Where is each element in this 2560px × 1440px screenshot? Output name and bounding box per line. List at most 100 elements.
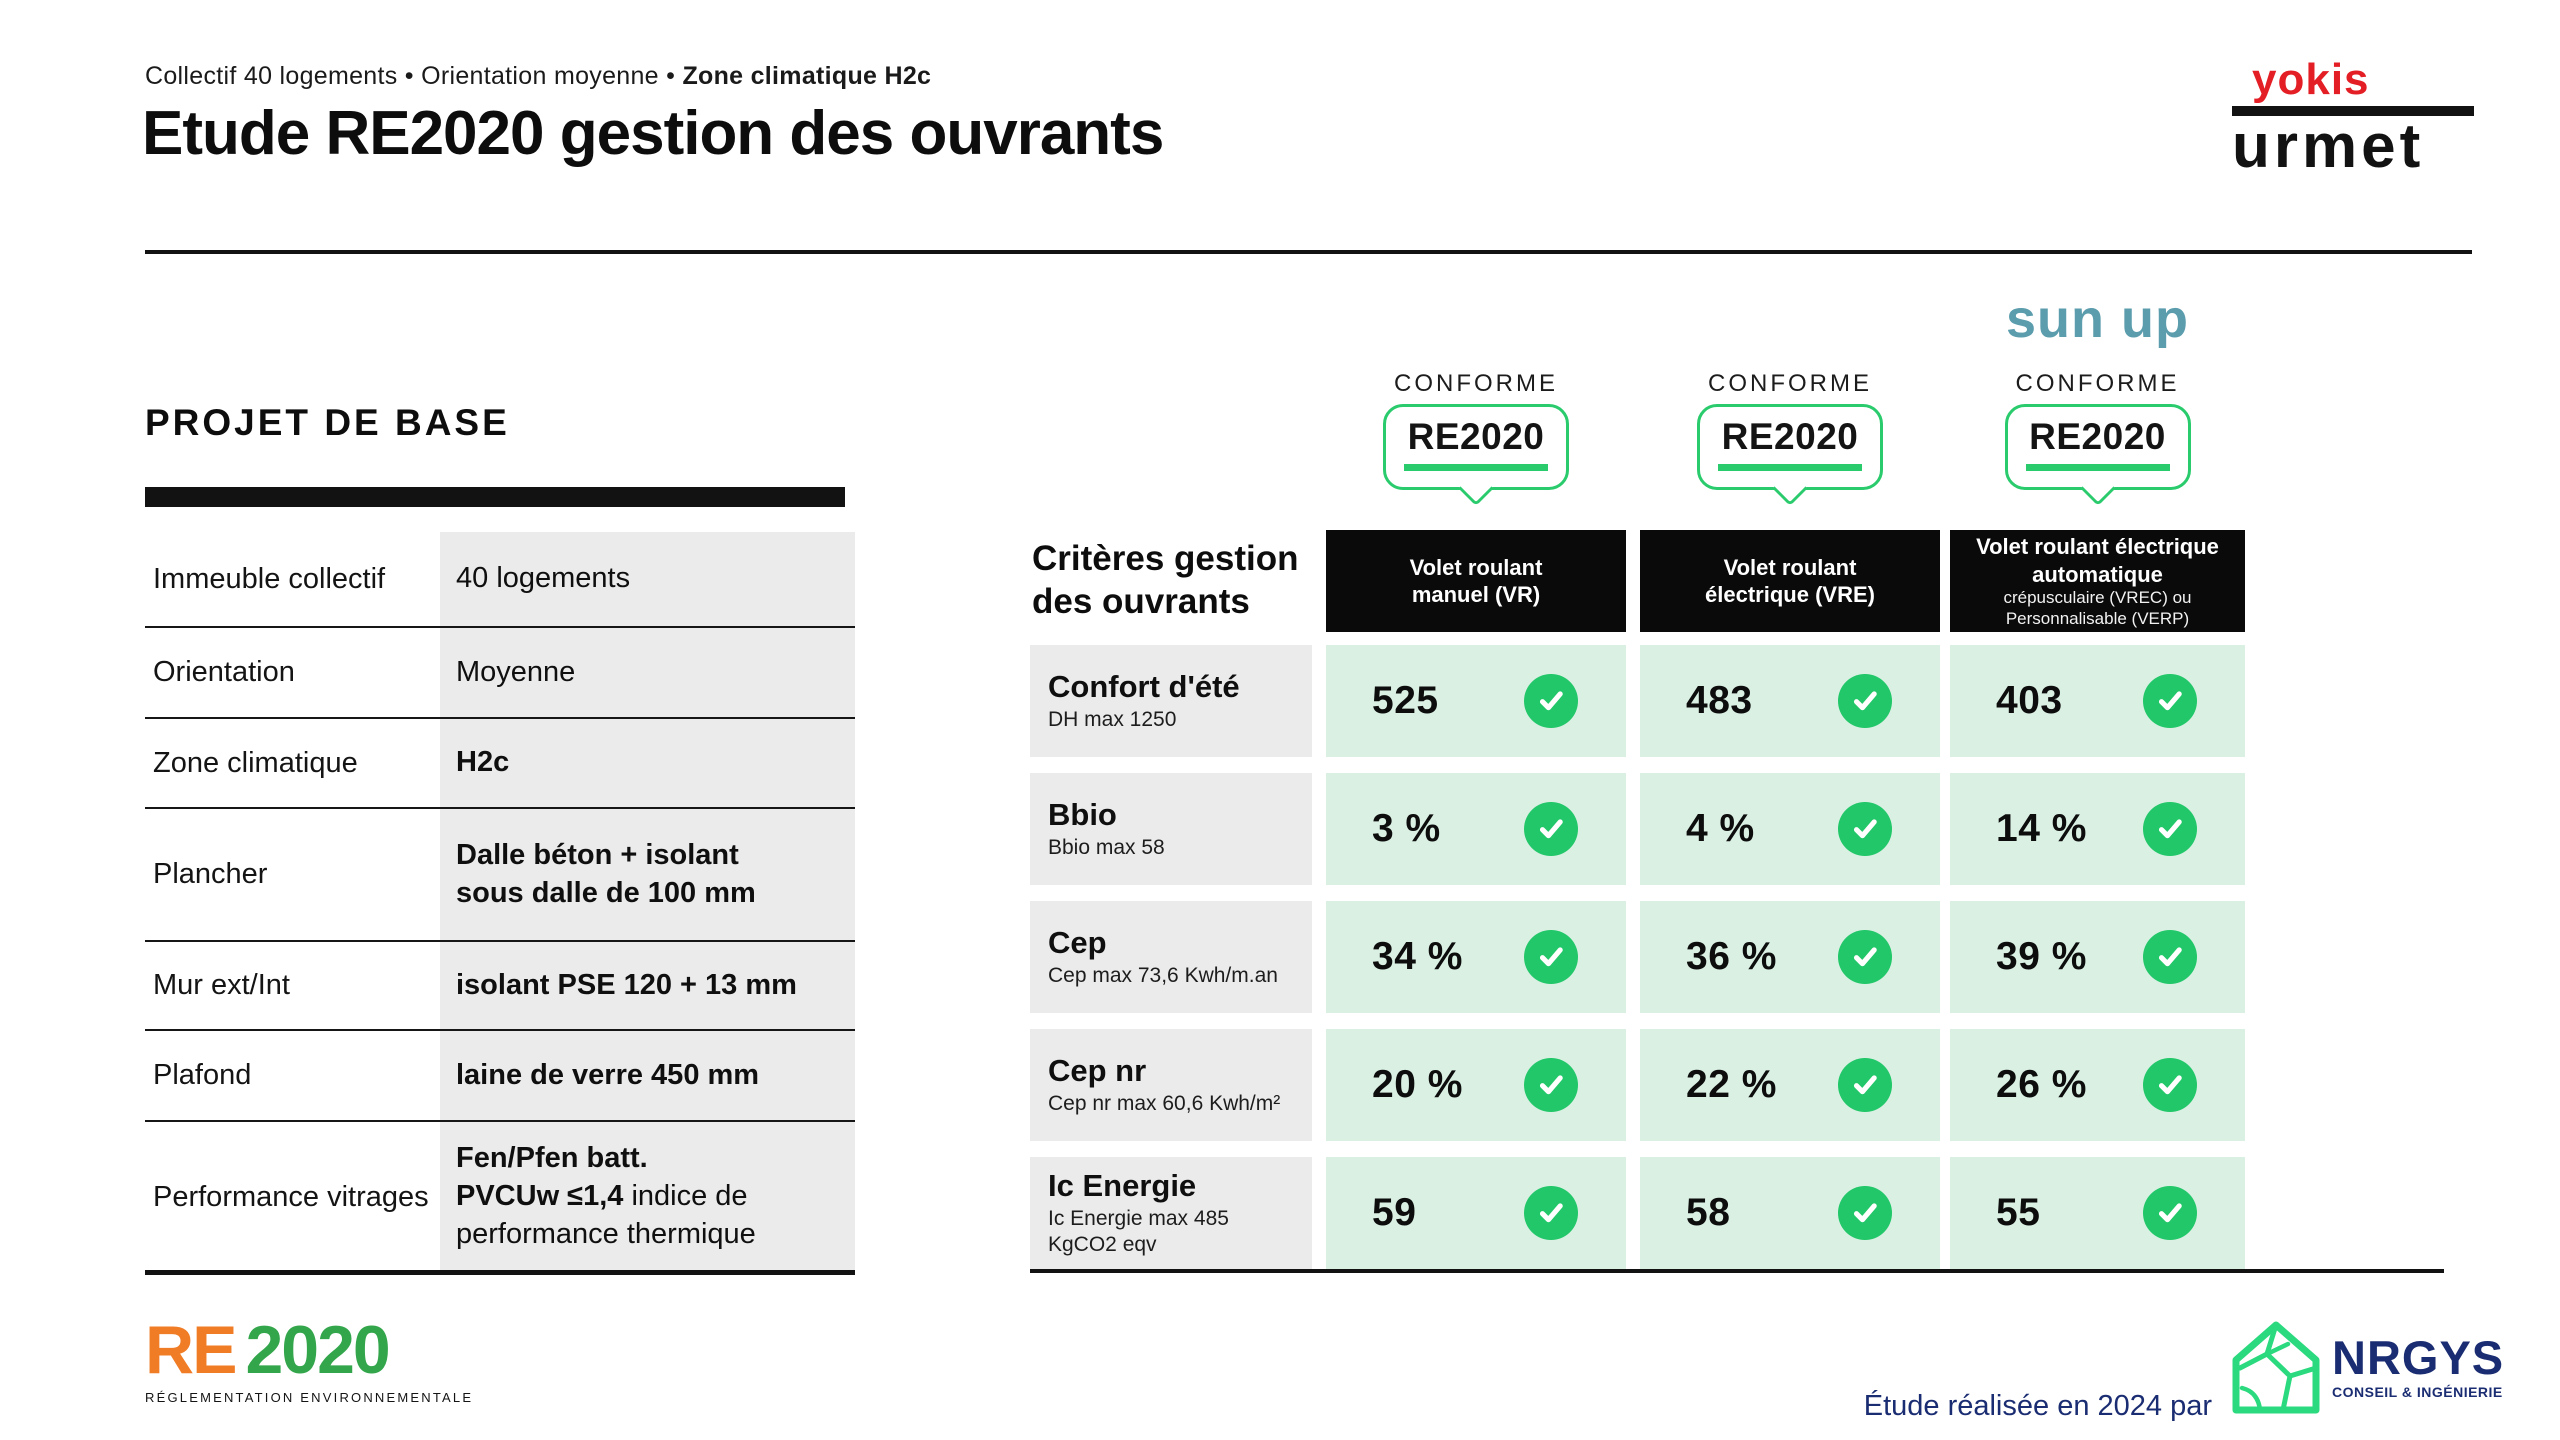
column-header-sub-line: crépusculaire (VREC) ou [2003,588,2192,608]
check-icon [1524,802,1578,856]
base-project-row: Zone climatique H2c [145,717,855,807]
re2020-badge-tail [1772,470,1808,507]
urmet-logo-bar [2232,106,2474,116]
check-icon [1838,1186,1892,1240]
base-row-value-text: Fen/Pfen batt. [456,1142,648,1175]
value-cell: 58 [1640,1157,1940,1269]
base-project-row: Plancher Dalle béton + isolant sous dalle … [145,807,855,940]
value-text: 26 % [1996,1063,2087,1106]
criteria-row-label: Cep nr Cep nr max 60,6 Kwh/m² [1030,1029,1312,1141]
comparison-bottom-rule [1030,1269,2444,1273]
breadcrumb: Collectif 40 logements • Orientation moy… [145,62,931,91]
check-icon [1524,1058,1578,1112]
criteria-threshold: Cep max 73,6 Kwh/m.an [1048,963,1312,988]
value-text: 39 % [1996,935,2087,978]
value-cell: 39 % [1950,901,2245,1013]
criteria-row-label: Confort d'été DH max 1250 [1030,645,1312,757]
criteria-threshold-line: Cep nr max 60,6 Kwh/m² [1048,1091,1281,1115]
yokis-urmet-logo: yokis urmet [2232,58,2474,177]
base-project-bottom-rule [145,1270,855,1275]
base-project-row: Plafond laine de verre 450 mm [145,1029,855,1120]
base-row-value: laine de verre 450 mm [440,1031,855,1120]
value-text: 525 [1372,679,1439,722]
check-icon [2143,930,2197,984]
breadcrumb-bold: Zone climatique H2c [682,62,932,90]
criteria-threshold-line: DH max 1250 [1048,707,1177,731]
base-row-value: 40 logements [440,532,855,626]
value-text: 483 [1686,679,1753,722]
value-cell: 525 [1326,645,1626,757]
check-icon [1524,674,1578,728]
base-row-value-text: 40 logements [456,562,631,595]
base-project-table: Immeuble collectif 40 logements Orientatio… [145,532,855,1272]
base-project-row: Mur ext/Int isolant PSE 120 + 13 mm [145,940,855,1029]
re2020-conforme-badge: RE2020 [2004,404,2191,507]
value-cell: 59 [1326,1157,1626,1269]
column-header: Volet roulant manuel (VR) [1326,530,1626,632]
base-row-label: Mur ext/Int [153,969,290,1002]
criteria-name: Ic Energie [1048,1168,1197,1204]
value-cell: 14 % [1950,773,2245,885]
base-row-value-text: isolant PSE 120 + 13 mm [456,968,797,1001]
base-row-value: Moyenne [440,628,855,717]
check-icon [1524,1186,1578,1240]
value-cell: 22 % [1640,1029,1940,1141]
check-icon [1838,930,1892,984]
re2020-badge-underline [2025,464,2170,471]
base-row-value-line: H2c [456,744,855,782]
base-project-value-column-bg [440,532,855,1272]
criteria-name: Bbio [1048,796,1117,832]
re2020-logo: RE 2020 RÉGLEMENTATION ENVIRONNEMENTALE [145,1316,473,1405]
value-cell: 4 % [1640,773,1940,885]
criteria-row-label: Cep Cep max 73,6 Kwh/m.an [1030,901,1312,1013]
nrgys-name: NRGYS [2332,1331,2505,1384]
criteria-row-label: Bbio Bbio max 58 [1030,773,1312,885]
value-text: 3 % [1372,807,1441,850]
value-cell: 20 % [1326,1029,1626,1141]
base-row-value-text: sous dalle de 100 mm [456,876,756,909]
criteria-threshold: Ic Energie max 485 KgCO2 eqv [1048,1206,1312,1256]
column-header-sub-line: Personnalisable (VERP) [2005,608,2190,628]
value-text: 55 [1996,1191,2041,1234]
base-row-value-line: performance thermique [456,1216,855,1254]
value-cell: 36 % [1640,901,1940,1013]
re2020-badge-text: RE2020 [1407,416,1545,457]
base-row-label: Plancher [153,858,268,891]
base-row-value-text: PVCUw ≤1,4 [456,1180,624,1213]
value-text: 36 % [1686,935,1777,978]
check-icon [1838,802,1892,856]
criteria-threshold: DH max 1250 [1048,707,1312,732]
value-cell: 34 % [1326,901,1626,1013]
column-header-title-line: Volet roulant [1409,554,1543,580]
re2020-logo-re: RE [145,1312,237,1388]
value-cell: 26 % [1950,1029,2245,1141]
base-row-value-text: laine de verre 450 mm [456,1058,760,1091]
nrgys-logo-text: NRGYS CONSEIL & INGÉNIERIE [2332,1334,2504,1400]
value-text: 34 % [1372,935,1463,978]
conforme-label: CONFORME [2015,370,2180,397]
base-project-row: Orientation Moyenne [145,626,855,717]
column-header-title-line: électrique (VRE) [1705,582,1875,607]
value-text: 20 % [1372,1063,1463,1106]
base-project-row: Performance vitrages Fen/Pfen batt. PVCUw … [145,1120,855,1272]
title-divider [145,250,2472,254]
value-text: 14 % [1996,807,2087,850]
base-row-value-text: Moyenne [456,655,576,688]
sunup-logo: sun up [2006,289,2189,349]
check-icon [1838,674,1892,728]
base-row-label: Orientation [153,656,295,689]
re2020-logo-text: RE 2020 [145,1316,473,1384]
nrgys-house-icon [2232,1321,2320,1414]
base-row-value: Dalle béton + isolant sous dalle de 100 m… [440,809,855,940]
base-row-label: Plafond [153,1059,252,1092]
value-text: 58 [1686,1191,1731,1234]
base-row-value-line: isolant PSE 120 + 13 mm [456,967,855,1005]
base-row-value-line: 40 logements [456,560,855,598]
base-project-heading: PROJET DE BASE [145,402,510,443]
check-icon [2143,1058,2197,1112]
column-header-title-line: Volet roulant électrique [1976,534,2219,560]
criteria-threshold: Cep nr max 60,6 Kwh/m² [1048,1091,1312,1116]
base-project-row: Immeuble collectif 40 logements [145,532,855,626]
nrgys-subtitle: CONSEIL & INGÉNIERIE [2332,1384,2503,1400]
